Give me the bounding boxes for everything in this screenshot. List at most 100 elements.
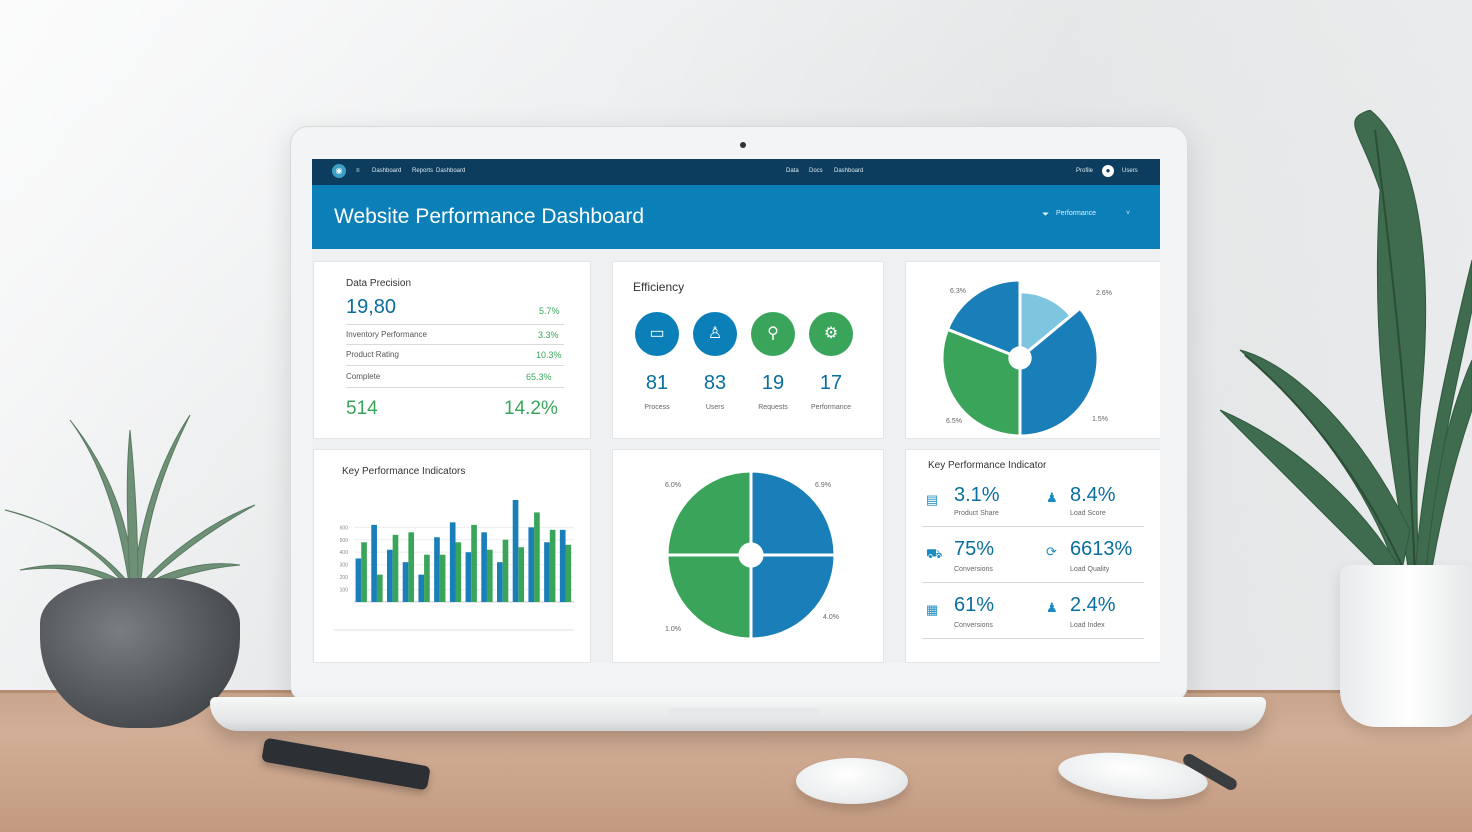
nav-link[interactable]: Data [786, 168, 799, 174]
top-nav-bar: ◉ ≡ Dashboard Reports Dashboard Data Doc… [312, 159, 1160, 185]
y-tick-label: 300 [340, 563, 349, 569]
kpi-label: Load Index [1070, 622, 1105, 629]
pie-annotation: 4.0% [823, 614, 839, 621]
pie-chart-card: 6.3% 2.6% 6.5% 1.5% [905, 261, 1160, 439]
kpi-value: 75% [954, 538, 995, 560]
settings-icon[interactable]: ⚙ [809, 312, 853, 356]
search-icon[interactable]: ⚲ [751, 312, 795, 356]
metric-label: Performance [810, 404, 852, 411]
bar [408, 532, 415, 602]
nav-link[interactable]: Profile [1076, 168, 1094, 174]
kpi-value: 61% [954, 594, 995, 616]
bar-chart: 100 200 300 400 500 600 [334, 499, 574, 631]
metric-label: Process [644, 404, 670, 411]
bar [486, 549, 493, 602]
laptop-screen: ◉ ≡ Dashboard Reports Dashboard Data Doc… [312, 159, 1160, 663]
webcam [740, 142, 746, 148]
nav-link[interactable]: Dashboard [436, 168, 466, 174]
y-tick-label: 600 [340, 525, 349, 531]
bar [455, 542, 462, 602]
bar [424, 554, 430, 602]
kpi-label: Load Score [1070, 510, 1106, 517]
data-precision-card: Data Precision 19,80 5.7% Inventory Perf… [313, 261, 591, 439]
card-title: Data Precision [346, 278, 412, 289]
dropdown-chevron-icon[interactable]: ˅ [1126, 210, 1131, 217]
pie-slice [749, 553, 837, 641]
metric-value: 83 [703, 372, 727, 394]
bar [387, 549, 393, 602]
user-icon[interactable]: ♙ [693, 312, 737, 356]
bar [471, 524, 477, 602]
bar [565, 544, 572, 602]
bar [528, 527, 535, 602]
divider [346, 365, 564, 366]
pie-annotation: 6.3% [950, 288, 966, 295]
bar [449, 522, 456, 602]
y-tick-label: 400 [340, 550, 349, 556]
bar [418, 574, 425, 602]
pie-center-hole [1008, 346, 1032, 370]
nav-link[interactable]: Users [1122, 168, 1138, 174]
pie-slice [1018, 306, 1100, 438]
kpi-label: Product Share [954, 510, 999, 517]
app-logo-icon[interactable]: ◉ [332, 164, 346, 178]
nav-link[interactable]: Docs [809, 168, 823, 174]
bar [512, 499, 519, 602]
laptop-notch [668, 708, 820, 717]
kpi-list-card: Key Performance Indicator ▤ 3.1% Product… [905, 449, 1160, 663]
nav-link[interactable]: Reports [412, 168, 434, 174]
kpi-bar-chart-card: Key Performance Indicators 100 200 300 400 5… [313, 449, 591, 663]
pie-center-hole [738, 542, 764, 568]
y-tick-label: 100 [340, 588, 349, 594]
pie-annotation: 6.0% [665, 482, 681, 489]
right-plant-leaves [1220, 110, 1472, 580]
nav-link[interactable]: Dashboard [834, 168, 864, 174]
footer-left-value: 514 [346, 398, 378, 419]
cart-icon: ▦ [926, 602, 939, 617]
row-label: Inventory Performance [346, 330, 427, 339]
headline-value: 19,80 [346, 296, 397, 318]
right-plant-pot [1340, 565, 1472, 727]
kpi-value: 8.4% [1070, 484, 1116, 506]
row-value: 3.3% [538, 330, 559, 340]
divider [922, 638, 1144, 639]
pie-chart-1 [940, 278, 1100, 438]
card-title: Key Performance Indicator [928, 460, 1047, 471]
nav-link[interactable]: Dashboard [372, 168, 402, 174]
pie-annotation: 6.5% [946, 418, 962, 425]
filter-icon[interactable]: ⏷ [1042, 209, 1050, 219]
pie-slice [945, 278, 1022, 361]
person-icon: ♟ [1046, 600, 1058, 615]
divider [922, 582, 1144, 583]
bar [502, 539, 509, 602]
bar [534, 512, 540, 602]
bar [439, 554, 446, 602]
footer-right-value: 14.2% [504, 398, 558, 419]
header-control-label[interactable]: Performance [1056, 210, 1097, 217]
metric-label: Users [705, 404, 725, 411]
headline-change: 5.7% [539, 306, 560, 316]
divider [346, 344, 564, 345]
efficiency-card: Efficiency ▭ ♙ ⚲ ⚙ 81 83 19 17 Process U… [612, 261, 884, 439]
avatar-icon[interactable]: ● [1102, 165, 1114, 177]
computer-mouse [796, 758, 908, 804]
bar [549, 529, 556, 602]
nav-menu-icon[interactable]: ≡ [356, 168, 360, 174]
left-plant-leaves [4, 414, 256, 593]
refresh-icon: ⟳ [1046, 544, 1057, 559]
row-label: Complete [346, 372, 381, 381]
quarter-pie-card: 6.0% 6.9% 1.0% 4.0% [612, 449, 884, 663]
monitor-icon[interactable]: ▭ [635, 312, 679, 356]
pie-slice [940, 327, 1022, 438]
bar [518, 547, 525, 602]
pie-slice [665, 553, 753, 641]
kpi-value: 3.1% [954, 484, 1000, 506]
page-title: Website Performance Dashboard [334, 205, 645, 228]
bar [376, 574, 383, 602]
metric-value: 17 [819, 372, 843, 394]
pie-annotation: 1.5% [1092, 416, 1108, 423]
bar [544, 542, 550, 602]
divider [922, 526, 1144, 527]
bar [465, 552, 472, 602]
y-tick-label: 500 [340, 538, 349, 544]
